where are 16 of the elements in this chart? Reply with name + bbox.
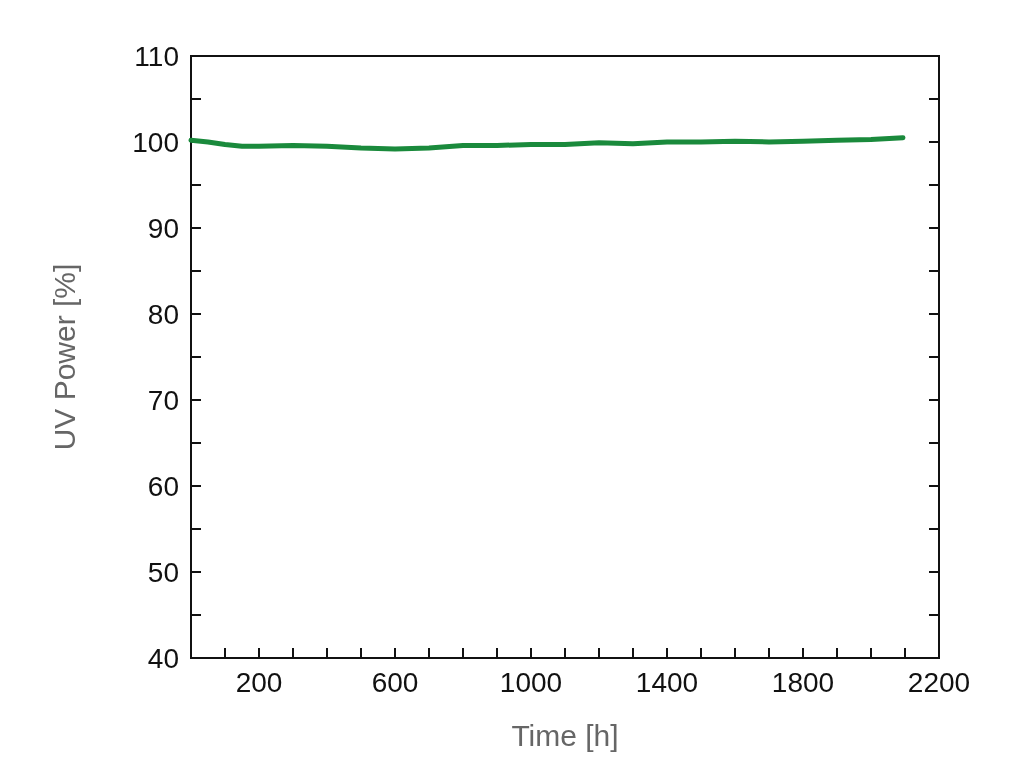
- x-tick-label: 1800: [771, 666, 835, 698]
- y-tick-label: 70: [147, 384, 179, 416]
- y-tick-label: 100: [132, 126, 179, 158]
- x-tick-label: 1000: [499, 666, 563, 698]
- y-tick-label: 110: [134, 40, 179, 72]
- x-tick-label: 600: [371, 666, 419, 698]
- y-tick-label: 50: [147, 556, 179, 588]
- x-axis-title: Time [h]: [511, 718, 619, 752]
- x-tick-label: 200: [235, 666, 283, 698]
- y-tick-label: 90: [147, 212, 179, 244]
- y-tick-label: 40: [147, 642, 179, 674]
- y-axis-title: UV Power [%]: [47, 263, 81, 451]
- y-tick-label: 60: [147, 470, 179, 502]
- y-tick-label: 80: [147, 298, 179, 330]
- x-tick-label: 2200: [907, 666, 971, 698]
- x-tick-label: 1400: [635, 666, 699, 698]
